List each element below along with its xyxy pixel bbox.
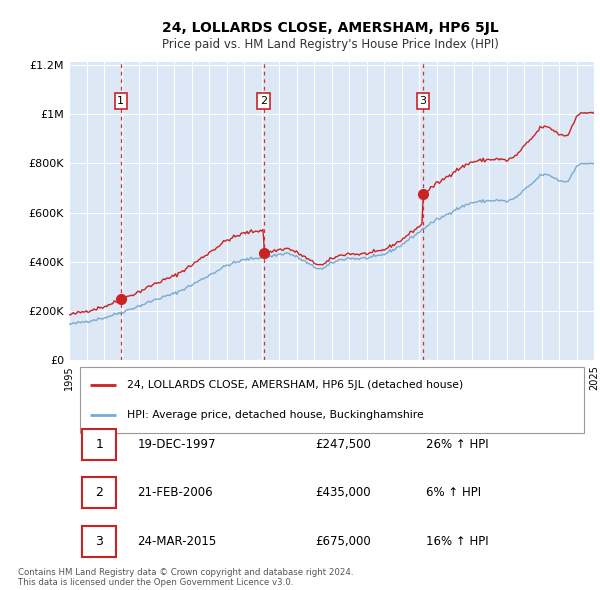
Text: 1: 1 [95, 438, 103, 451]
Text: 6% ↑ HPI: 6% ↑ HPI [426, 486, 481, 499]
Text: 1: 1 [118, 96, 124, 106]
Text: 19-DEC-1997: 19-DEC-1997 [137, 438, 216, 451]
Text: 3: 3 [95, 535, 103, 548]
Text: £247,500: £247,500 [316, 438, 371, 451]
Text: 2: 2 [260, 96, 267, 106]
Text: 16% ↑ HPI: 16% ↑ HPI [426, 535, 488, 548]
Text: 24, LOLLARDS CLOSE, AMERSHAM, HP6 5JL (detached house): 24, LOLLARDS CLOSE, AMERSHAM, HP6 5JL (d… [127, 379, 463, 389]
Text: HPI: Average price, detached house, Buckinghamshire: HPI: Average price, detached house, Buck… [127, 411, 424, 421]
Text: 2: 2 [95, 486, 103, 499]
Text: Price paid vs. HM Land Registry's House Price Index (HPI): Price paid vs. HM Land Registry's House … [161, 38, 499, 51]
FancyBboxPatch shape [79, 367, 583, 433]
Text: 24-MAR-2015: 24-MAR-2015 [137, 535, 217, 548]
Text: 21-FEB-2006: 21-FEB-2006 [137, 486, 213, 499]
FancyBboxPatch shape [82, 526, 116, 557]
Text: £435,000: £435,000 [316, 486, 371, 499]
FancyBboxPatch shape [82, 477, 116, 508]
Text: 24, LOLLARDS CLOSE, AMERSHAM, HP6 5JL: 24, LOLLARDS CLOSE, AMERSHAM, HP6 5JL [161, 21, 499, 35]
Text: 3: 3 [419, 96, 427, 106]
Text: £675,000: £675,000 [316, 535, 371, 548]
Text: 26% ↑ HPI: 26% ↑ HPI [426, 438, 488, 451]
FancyBboxPatch shape [82, 429, 116, 460]
Text: Contains HM Land Registry data © Crown copyright and database right 2024.
This d: Contains HM Land Registry data © Crown c… [18, 568, 353, 587]
